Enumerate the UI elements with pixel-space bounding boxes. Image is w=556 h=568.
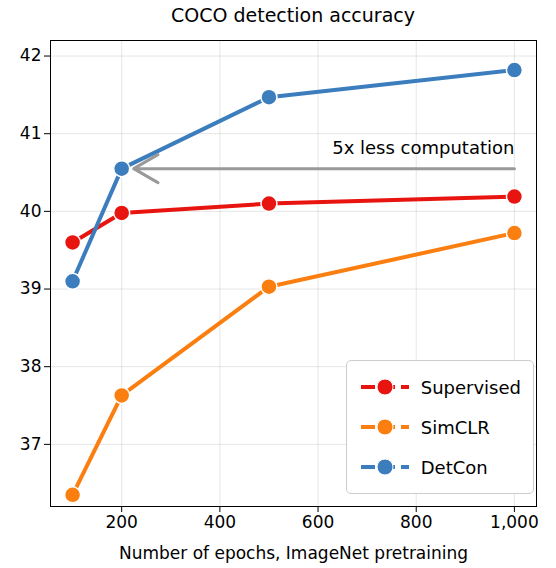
svg-text:600: 600 (302, 512, 334, 532)
svg-text:400: 400 (204, 512, 236, 532)
svg-text:1,000: 1,000 (490, 512, 539, 532)
svg-text:39: 39 (20, 278, 42, 298)
html-text:DetCon: DetCon (420, 456, 488, 478)
html-text:COCO detection accuracy: COCO detection accuracy (171, 4, 415, 26)
svg-text:41: 41 (20, 123, 42, 143)
html-text:SimCLR: SimCLR (420, 416, 490, 438)
svg-text:5x less computation: 5x less computation (332, 137, 514, 158)
svg-text:800: 800 (400, 512, 432, 532)
svg-text:37: 37 (20, 434, 42, 454)
svg-text:38: 38 (20, 356, 42, 376)
svg-text:Number of epochs, ImageNet pre: Number of epochs, ImageNet pretraining (119, 543, 468, 563)
svg-text:42: 42 (20, 45, 42, 65)
svg-text:200: 200 (105, 512, 137, 532)
svg-text:40: 40 (20, 201, 42, 221)
html-text:Supervised: Supervised (420, 376, 521, 398)
